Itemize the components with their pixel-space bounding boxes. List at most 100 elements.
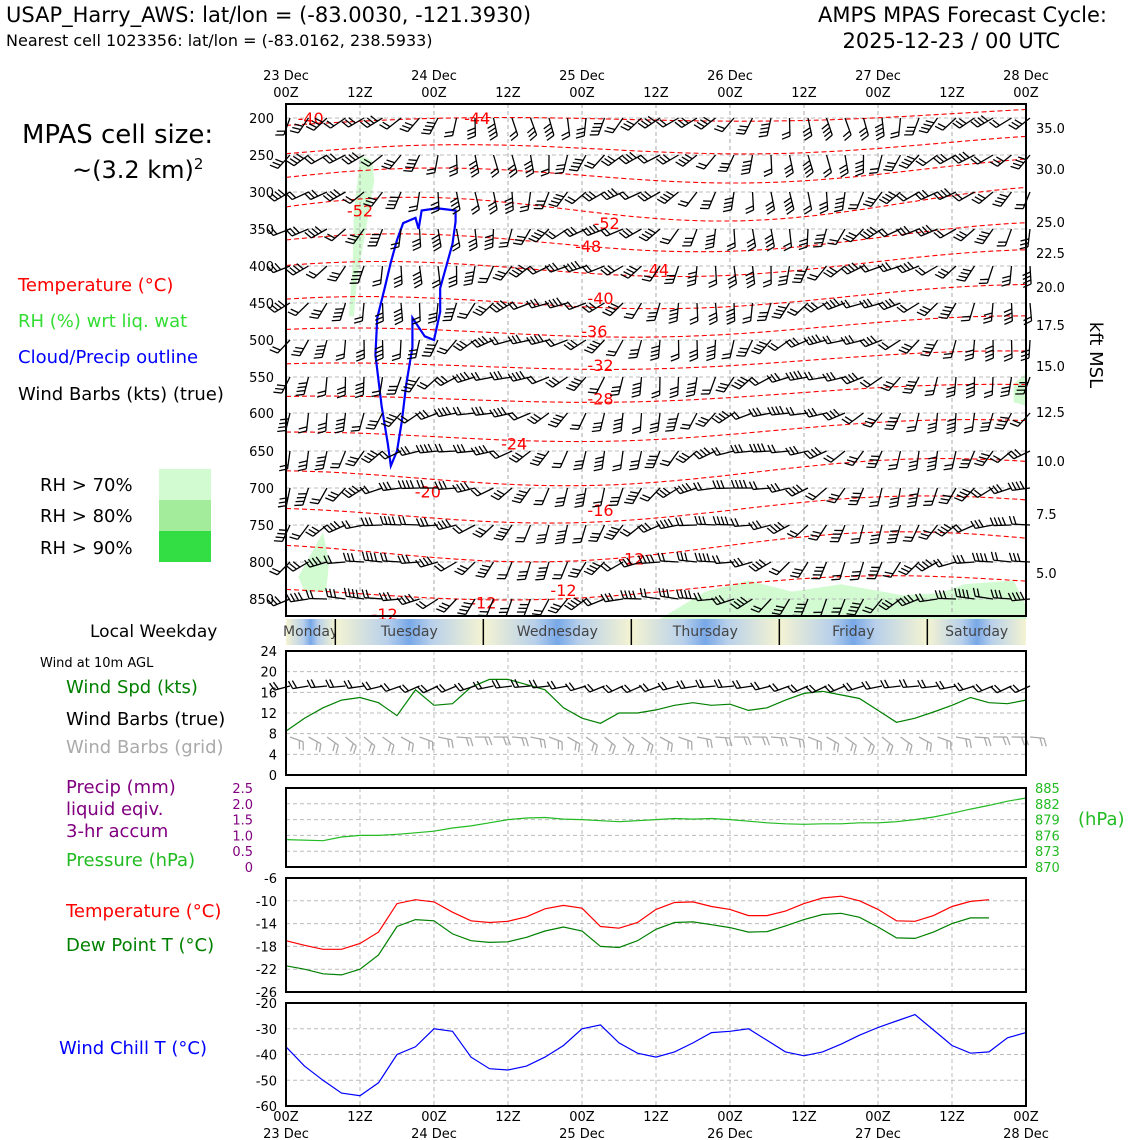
barb-feather: [351, 425, 361, 428]
barb-feather: [927, 422, 937, 426]
wind-barb: [322, 153, 346, 164]
barb-feather: [978, 519, 984, 528]
barb-feather: [555, 414, 564, 419]
barb-feather: [1011, 481, 1017, 491]
barb-feather: [965, 390, 975, 395]
barb-feather: [568, 383, 578, 389]
barb-feather: [934, 125, 944, 131]
barb-feather: [851, 262, 859, 270]
barb-feather: [749, 443, 754, 453]
wind-barb: [279, 450, 291, 472]
barb-staff: [826, 736, 840, 745]
barb-staff: [450, 302, 458, 321]
barb-feather: [935, 681, 941, 690]
wind-barb: [692, 447, 716, 460]
barb-feather: [847, 374, 855, 382]
barb-feather: [840, 300, 847, 309]
barb-feather: [734, 479, 740, 489]
barb-staff: [688, 412, 698, 430]
barb-feather: [793, 277, 803, 280]
barb-feather: [809, 684, 817, 692]
barb-feather: [864, 606, 874, 611]
barb-feather: [538, 567, 548, 569]
barb-feather: [973, 119, 982, 126]
barb-feather: [771, 444, 777, 453]
wind-barb: [802, 117, 813, 141]
wind-barb: [637, 115, 661, 129]
wind-barb: [604, 117, 624, 134]
barb-feather: [349, 234, 359, 238]
barb-feather: [467, 127, 476, 132]
barb-feather: [590, 536, 599, 539]
barb-feather: [929, 743, 933, 753]
barb-feather: [666, 425, 675, 428]
barb-feather: [888, 298, 896, 306]
barb-feather: [369, 241, 378, 243]
barb-staff: [583, 117, 587, 136]
barb-staff: [476, 339, 494, 348]
barb-staff: [599, 412, 606, 431]
wind-barb: [342, 552, 365, 563]
barb-feather: [752, 408, 758, 417]
barb-feather: [557, 740, 560, 750]
barb-feather: [518, 607, 527, 609]
barb-staff: [343, 339, 347, 358]
wind-barb: [624, 487, 643, 505]
barb-feather: [371, 745, 376, 755]
surface-wind-barb-true: [510, 679, 531, 689]
barb-feather: [548, 299, 555, 308]
barb-feather: [842, 237, 852, 243]
wind-barb: [902, 524, 920, 542]
barb-staff: [368, 450, 383, 464]
wind-barb: [959, 450, 976, 469]
barb-feather: [548, 338, 555, 346]
barb-staff: [697, 523, 716, 526]
surface-wind-barb-grid: [308, 736, 322, 753]
barb-staff: [353, 228, 365, 245]
barb-feather: [933, 157, 941, 165]
barb-staff: [604, 736, 616, 747]
wind-barb: [862, 191, 883, 208]
barb-feather: [383, 683, 391, 691]
wind-barb: [330, 450, 347, 469]
legend-rh: RH (%) wrt liq. wat: [18, 311, 188, 332]
wind-barb: [470, 444, 494, 456]
forecast-title: AMPS MPAS Forecast Cycle:: [818, 3, 1107, 27]
barb-feather: [434, 443, 440, 453]
barb-feather: [783, 242, 792, 248]
barb-staff: [934, 450, 939, 469]
wind-barb: [452, 443, 476, 454]
wind-barb: [361, 589, 383, 600]
wind-barb: [554, 154, 569, 175]
barb-feather: [859, 265, 866, 273]
barb-feather: [622, 191, 630, 199]
wind-barb: [610, 376, 624, 397]
barb-feather: [708, 316, 717, 322]
barb-feather: [516, 537, 526, 539]
barb-feather: [706, 353, 715, 358]
barb-feather: [453, 683, 461, 692]
barb-feather: [861, 681, 867, 690]
wind-barb: [317, 412, 328, 435]
barb-staff: [409, 376, 421, 393]
wind-barb: [444, 117, 458, 138]
wind-barb: [726, 228, 736, 252]
barb-feather: [574, 463, 583, 467]
barb-staff: [459, 685, 476, 692]
wind-speed-ytick-label: 24: [260, 645, 277, 660]
barb-staff: [926, 524, 939, 540]
barb-staff: [460, 339, 476, 352]
wind-barb: [287, 302, 309, 317]
barb-feather: [1001, 283, 1010, 287]
barb-feather: [946, 390, 955, 394]
barb-staff: [788, 154, 794, 173]
barb-feather: [309, 316, 318, 320]
surface-wind-barb-true: [676, 680, 698, 690]
wind-barb: [859, 376, 883, 388]
barb-feather: [497, 370, 503, 379]
barb-staff: [626, 685, 642, 694]
wind-barb: [675, 517, 698, 527]
barb-feather: [993, 517, 999, 526]
barb-feather: [342, 198, 351, 204]
barb-feather: [289, 267, 297, 274]
